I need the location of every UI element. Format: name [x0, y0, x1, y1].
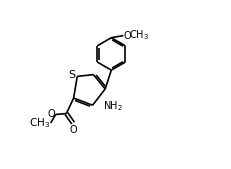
- Text: CH$_3$: CH$_3$: [128, 29, 148, 42]
- Text: NH$_2$: NH$_2$: [103, 99, 122, 113]
- Text: O: O: [69, 125, 77, 135]
- Text: O: O: [47, 110, 55, 119]
- Text: CH$_3$: CH$_3$: [29, 116, 50, 130]
- Text: S: S: [68, 70, 75, 80]
- Text: O: O: [123, 31, 131, 41]
